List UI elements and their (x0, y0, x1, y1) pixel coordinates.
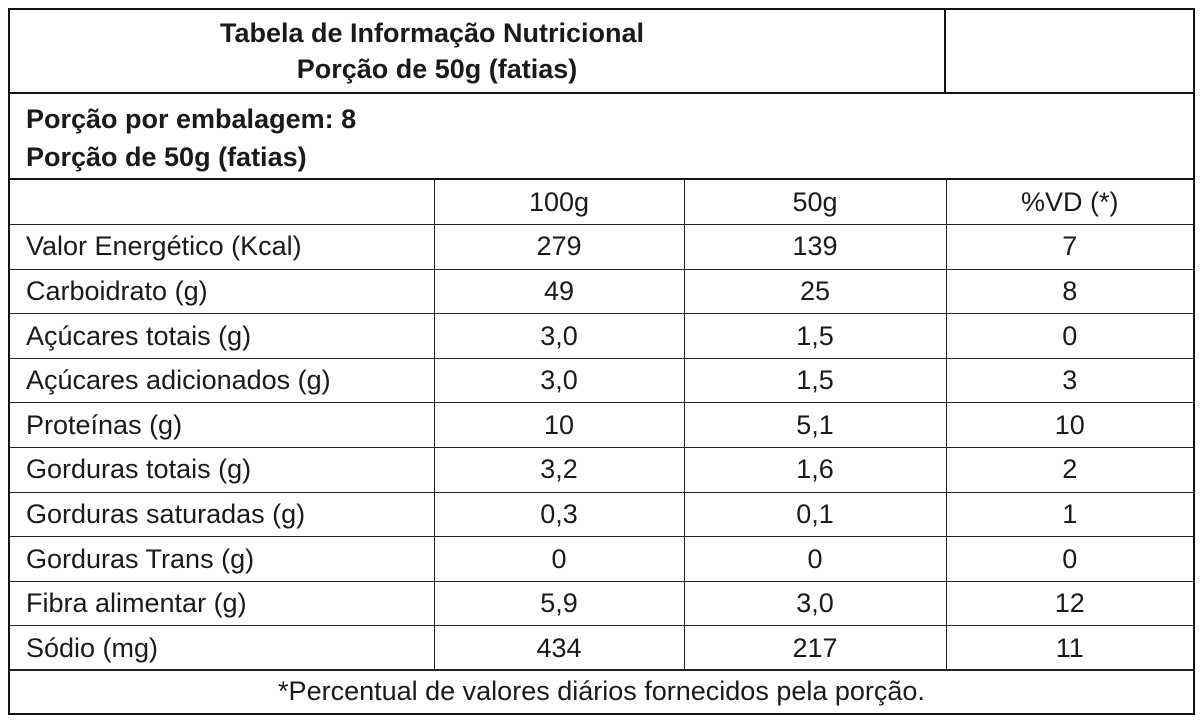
value-per-100g: 3,0 (433, 313, 685, 359)
column-header-vd: %VD (*) (945, 180, 1193, 226)
value-per-100g: 0,3 (433, 491, 685, 538)
daily-value-percent: 10 (945, 402, 1193, 449)
nutrient-label: Gorduras totais (g) (10, 447, 435, 493)
nutrient-label: Gorduras Trans (g) (10, 536, 435, 582)
value-per-50g: 1,5 (683, 357, 947, 404)
header-row: 100g 50g %VD (*) (10, 180, 1193, 226)
daily-value-percent: 8 (945, 268, 1193, 315)
daily-value-percent: 7 (945, 224, 1193, 270)
value-per-100g: 0 (433, 536, 685, 582)
nutrient-label: Açúcares totais (g) (10, 313, 435, 359)
column-header-100g: 100g (433, 180, 685, 226)
value-per-100g: 434 (433, 625, 685, 672)
value-per-100g: 3,0 (433, 357, 685, 404)
servings-per-package: Porção por embalagem: 8 (26, 104, 357, 134)
daily-value-percent: 12 (945, 580, 1193, 627)
value-per-100g: 279 (433, 224, 685, 270)
table-title-line-2: Porção de 50g (fatias) (296, 54, 578, 84)
table-row: Açúcares adicionados (g) 3,0 1,5 3 (10, 357, 1193, 404)
value-per-100g: 10 (433, 402, 685, 449)
daily-value-percent: 11 (945, 625, 1193, 672)
table-row: Valor Energético (Kcal) 279 139 7 (10, 224, 1193, 270)
nutrient-label: Proteínas (g) (10, 402, 435, 449)
title-empty-cell (946, 10, 1196, 92)
column-header-nutrient (10, 180, 435, 226)
table-row: Açúcares totais (g) 3,0 1,5 0 (10, 313, 1193, 359)
nutrient-label: Açúcares adicionados (g) (10, 357, 435, 404)
nutrient-label: Valor Energético (Kcal) (10, 224, 435, 270)
serving-size: Porção de 50g (fatias) (26, 142, 307, 172)
table-title: Tabela de Informação Nutricional Porção … (10, 10, 946, 92)
daily-value-percent: 3 (945, 357, 1193, 404)
table-row: Carboidrato (g) 49 25 8 (10, 268, 1193, 315)
value-per-50g: 139 (683, 224, 947, 270)
daily-value-percent: 1 (945, 491, 1193, 538)
title-row: Tabela de Informação Nutricional Porção … (10, 10, 1193, 94)
nutrition-table: Tabela de Informação Nutricional Porção … (8, 8, 1195, 715)
footnote: *Percentual de valores diários fornecido… (10, 669, 1193, 713)
nutrient-label: Carboidrato (g) (10, 268, 435, 315)
table-title-line-1: Tabela de Informação Nutricional (219, 18, 645, 48)
daily-value-percent: 0 (945, 313, 1193, 359)
nutrient-label: Gorduras saturadas (g) (10, 491, 435, 538)
value-per-100g: 49 (433, 268, 685, 315)
value-per-50g: 3,0 (683, 580, 947, 627)
daily-value-percent: 0 (945, 536, 1193, 582)
daily-value-percent: 2 (945, 447, 1193, 493)
value-per-100g: 5,9 (433, 580, 685, 627)
table-row: Gorduras Trans (g) 0 0 0 (10, 536, 1193, 582)
nutrient-label: Fibra alimentar (g) (10, 580, 435, 627)
nutrient-label: Sódio (mg) (10, 625, 435, 672)
table-row: Gorduras saturadas (g) 0,3 0,1 1 (10, 491, 1193, 538)
table-row: Sódio (mg) 434 217 11 (10, 625, 1193, 672)
value-per-50g: 0,1 (683, 491, 947, 538)
value-per-50g: 5,1 (683, 402, 947, 449)
serving-info: Porção por embalagem: 8 Porção de 50g (f… (10, 94, 1193, 180)
value-per-50g: 1,6 (683, 447, 947, 493)
value-per-100g: 3,2 (433, 447, 685, 493)
table-row: Proteínas (g) 10 5,1 10 (10, 402, 1193, 449)
value-per-50g: 25 (683, 268, 947, 315)
column-header-50g: 50g (683, 180, 947, 226)
value-per-50g: 217 (683, 625, 947, 672)
table-row: Gorduras totais (g) 3,2 1,6 2 (10, 447, 1193, 493)
nutrient-table: 100g 50g %VD (*) Valor Energético (Kcal)… (10, 180, 1193, 672)
table-row: Fibra alimentar (g) 5,9 3,0 12 (10, 580, 1193, 627)
value-per-50g: 1,5 (683, 313, 947, 359)
value-per-50g: 0 (683, 536, 947, 582)
